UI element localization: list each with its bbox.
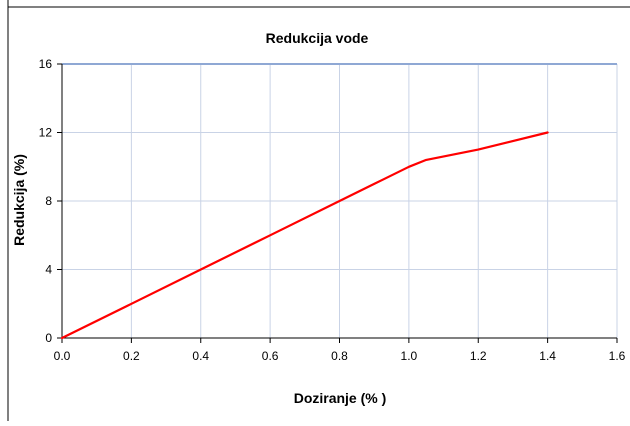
x-tick-label: 1.4 (539, 349, 556, 363)
y-tick-label: 8 (45, 194, 52, 208)
y-axis-label: Redukcija (%) (11, 154, 27, 246)
x-tick-label: 0.8 (331, 349, 348, 363)
x-tick-label: 0.2 (123, 349, 140, 363)
y-tick-label: 4 (45, 263, 52, 277)
chart-title: Redukcija vode (266, 30, 369, 46)
x-tick-label: 1.2 (470, 349, 487, 363)
x-tick-label: 1.6 (609, 349, 626, 363)
y-tick-label: 12 (39, 126, 53, 140)
x-tick-label: 0.6 (262, 349, 279, 363)
axes (57, 63, 618, 343)
y-tick-label: 0 (45, 331, 52, 345)
x-tick-label: 0.0 (54, 349, 71, 363)
tick-labels: 0.0 0.2 0.4 0.6 0.8 1.0 1.2 1.4 1.6 0 4 8 12 16 (39, 57, 626, 363)
y-tick-label: 16 (39, 57, 53, 71)
series-line (60, 131, 549, 340)
series-layer (60, 131, 549, 340)
x-tick-label: 0.4 (192, 349, 209, 363)
x-axis-label: Doziranje (% ) (294, 390, 387, 406)
x-tick-label: 1.0 (401, 349, 418, 363)
